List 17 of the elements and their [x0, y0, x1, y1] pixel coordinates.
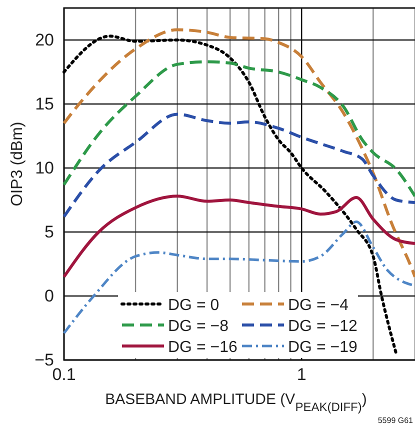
y-axis-title: OIP3 (dBm)	[9, 122, 26, 206]
y-tick-label: 15	[35, 94, 54, 114]
x-tick-label: 1	[296, 365, 306, 384]
text: 5599 G61	[378, 416, 414, 425]
legend-label: DG = −16	[168, 339, 238, 356]
legend-label: DG = −12	[288, 318, 358, 335]
y-tick-label: 20	[35, 30, 54, 50]
legend-label: DG = −8	[168, 318, 229, 335]
y-tick-label: 10	[35, 158, 54, 178]
legend-label: DG = 0	[168, 297, 220, 314]
x-axis-title: BASEBAND AMPLITUDE (V$_{PEAK(DIFF)}$)	[105, 391, 367, 414]
legend-label: DG = −4	[288, 297, 349, 314]
y-tick-label: 0	[44, 286, 54, 306]
y-tick-label: 5	[44, 222, 54, 242]
legend-label: DG = −19	[288, 339, 358, 356]
x-tick-label: 0.1	[52, 365, 76, 384]
y-tick-label: −5	[34, 350, 54, 370]
